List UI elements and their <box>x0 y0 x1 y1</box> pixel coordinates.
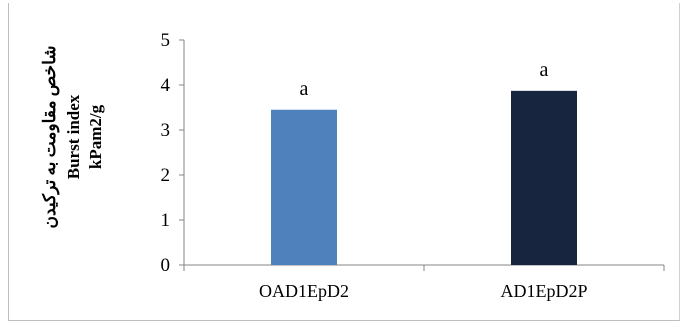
bar <box>511 90 577 265</box>
data-label: a <box>540 59 549 81</box>
axes: 0 1 2 3 4 5 OAD1EpD2 AD1EpD2P <box>161 30 665 301</box>
x-tick-label: AD1EpD2P <box>500 281 587 301</box>
data-label: a <box>300 78 309 100</box>
y-axis-label-line-3: kPam2/g <box>86 104 105 169</box>
y-tick-label: 4 <box>161 75 171 96</box>
y-tick-label: 2 <box>161 165 171 186</box>
data-labels: aa <box>300 59 549 100</box>
y-tick-label: 3 <box>161 120 171 141</box>
bar <box>271 109 337 265</box>
y-tick-label: 5 <box>161 30 171 51</box>
x-tick-label: OAD1EpD2 <box>259 281 349 301</box>
y-axis-label-line-2: Burst index <box>64 94 83 179</box>
chart-frame <box>8 3 680 321</box>
bars <box>271 90 577 265</box>
y-axis-label-line-1: شاخص مقاومت به ترکیدن <box>40 46 60 229</box>
y-tick-label: 1 <box>161 210 171 231</box>
y-tick-label: 0 <box>161 255 171 276</box>
